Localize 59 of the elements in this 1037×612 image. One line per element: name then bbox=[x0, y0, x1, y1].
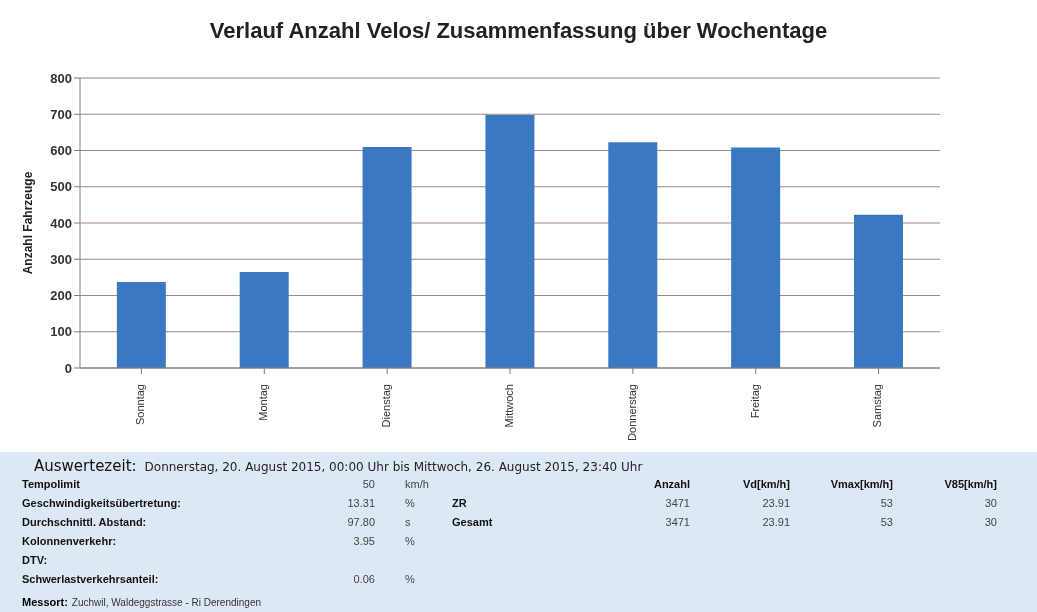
bar bbox=[116, 282, 166, 368]
text: 30 bbox=[984, 516, 997, 528]
x-tick-label: Mittwoch bbox=[502, 384, 515, 428]
y-tick-label: 700 bbox=[50, 106, 72, 122]
x-tick-label: Samstag bbox=[871, 384, 884, 428]
text: 53 bbox=[880, 516, 893, 528]
y-tick-label: 100 bbox=[50, 324, 72, 340]
y-axis-title: Anzahl Fahrzeuge bbox=[21, 171, 36, 275]
text: 23.91 bbox=[762, 497, 790, 509]
x-tick-label: Donnerstag bbox=[625, 384, 638, 441]
y-tick-label: 600 bbox=[50, 143, 72, 159]
text: 3471 bbox=[665, 497, 690, 509]
text: Kolonnenverkehr: bbox=[22, 535, 117, 547]
text: 0.06 bbox=[353, 573, 375, 585]
bar bbox=[485, 114, 535, 368]
text: ZR bbox=[452, 497, 467, 509]
x-tick-label: Freitag bbox=[748, 384, 761, 419]
text: 3471 bbox=[665, 516, 690, 528]
text: Durchschnittl. Abstand: bbox=[22, 516, 147, 528]
text: Geschwindigkeitsübertretung: bbox=[22, 497, 181, 509]
y-tick-label: 400 bbox=[50, 215, 72, 231]
text: Anzahl bbox=[653, 478, 690, 490]
bar bbox=[362, 146, 412, 368]
x-tick-label: Sonntag bbox=[134, 384, 147, 425]
text: Auswertezeit: bbox=[34, 457, 137, 475]
text: Vmax[km/h] bbox=[830, 478, 893, 490]
x-tick-label: Dienstag bbox=[380, 384, 393, 428]
text: km/h bbox=[405, 478, 429, 490]
chart-title: Verlauf Anzahl Velos/ Zusammenfassung über Wochentage bbox=[208, 18, 829, 44]
text: Tempolimit bbox=[22, 478, 80, 490]
text: % bbox=[405, 535, 415, 547]
text: 23.91 bbox=[762, 516, 790, 528]
text: % bbox=[405, 573, 415, 585]
text: 53 bbox=[880, 497, 893, 509]
text: 97.80 bbox=[347, 516, 375, 528]
text: DTV: bbox=[22, 554, 48, 566]
y-tick-label: 500 bbox=[50, 179, 72, 195]
text: % bbox=[405, 497, 415, 509]
text: 30 bbox=[984, 497, 997, 509]
text: 50 bbox=[362, 478, 375, 490]
bar bbox=[608, 142, 658, 368]
y-tick-label: 0 bbox=[64, 360, 72, 376]
bar bbox=[239, 271, 289, 368]
y-tick-label: 300 bbox=[50, 251, 72, 267]
bar bbox=[731, 147, 781, 368]
bar bbox=[854, 214, 903, 368]
text: Schwerlastverkehrsanteil: bbox=[22, 573, 159, 585]
x-tick-label: Montag bbox=[257, 384, 270, 421]
text: s bbox=[405, 516, 411, 528]
text: 13.31 bbox=[347, 497, 375, 509]
text: V85[km/h] bbox=[944, 478, 997, 490]
text: Donnerstag, 20. August 2015, 00:00 Uhr bis Mittwoch, 26. August 2015, 23:40 Uhr bbox=[144, 460, 643, 474]
y-tick-label: 200 bbox=[50, 288, 72, 304]
text: Zuchwil, Waldeggstrasse - Ri Derendingen bbox=[71, 597, 261, 608]
text: Messort: bbox=[22, 596, 68, 608]
text: 3.95 bbox=[353, 535, 375, 547]
text: Gesamt bbox=[452, 516, 493, 528]
y-tick-label: 800 bbox=[50, 70, 72, 86]
text: Vd[km/h] bbox=[742, 478, 790, 490]
